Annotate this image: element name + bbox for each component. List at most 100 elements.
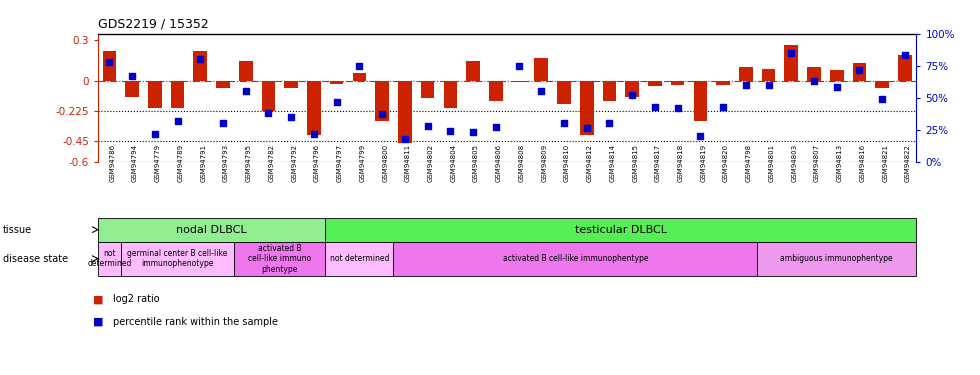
Point (874, 96, 890, 102)
Bar (280, 162, 303, 218)
Bar (257, 162, 280, 218)
Text: GSM94795: GSM94795 (246, 144, 252, 182)
Bar (234, 162, 257, 218)
Point (715, 104, 731, 110)
Text: GSM94796: GSM94796 (314, 144, 319, 182)
Bar (212, 162, 234, 218)
Bar (580, 81, 594, 135)
Text: GSM94821: GSM94821 (882, 144, 888, 182)
Bar (217, 81, 230, 88)
Point (807, 78, 822, 84)
Bar (534, 58, 548, 81)
Text: germinal center B cell-like
immunophenotype: germinal center B cell-like immunophenot… (127, 249, 227, 268)
Bar (121, 162, 143, 218)
Bar (189, 162, 212, 218)
Text: GSM94817: GSM94817 (655, 144, 661, 182)
Text: GSM94792: GSM94792 (291, 144, 297, 182)
Bar (239, 61, 253, 81)
Point (352, 63, 368, 69)
Text: GSM94812: GSM94812 (587, 144, 593, 182)
Text: GSM94814: GSM94814 (610, 144, 615, 182)
Bar (125, 81, 139, 97)
Bar (284, 81, 298, 88)
Text: GSM94803: GSM94803 (791, 144, 798, 182)
Bar (398, 81, 412, 143)
Bar (784, 45, 798, 81)
Text: GSM94800: GSM94800 (382, 144, 388, 182)
Bar (644, 162, 666, 218)
Text: disease state: disease state (3, 254, 68, 264)
Text: GSM94808: GSM94808 (518, 144, 524, 182)
Text: nodal DLBCL: nodal DLBCL (176, 225, 247, 235)
Point (329, 99, 345, 105)
Bar (416, 162, 439, 218)
Point (669, 105, 685, 111)
Bar (711, 162, 734, 218)
Bar (484, 162, 508, 218)
Bar (148, 81, 162, 108)
Point (647, 104, 662, 110)
Point (852, 67, 867, 73)
Bar (558, 81, 570, 104)
Text: tissue: tissue (3, 225, 32, 235)
Bar (716, 81, 730, 85)
Text: activated B cell-like immunophentype: activated B cell-like immunophentype (503, 254, 648, 263)
Point (760, 82, 776, 88)
Point (283, 114, 299, 120)
Text: GSM94782: GSM94782 (269, 144, 274, 182)
Bar (512, 81, 525, 82)
Bar (739, 68, 753, 81)
Bar (462, 162, 484, 218)
Bar (489, 81, 503, 101)
Point (897, 53, 912, 58)
Text: GSM94793: GSM94793 (223, 144, 229, 182)
Bar (98, 242, 121, 276)
Text: GSM94804: GSM94804 (451, 144, 457, 182)
Bar (808, 68, 821, 81)
Point (147, 130, 163, 136)
Text: GSM94815: GSM94815 (632, 144, 638, 182)
Bar (848, 162, 871, 218)
Bar (98, 217, 325, 242)
Point (602, 120, 617, 126)
Text: GSM94813: GSM94813 (837, 144, 843, 182)
Text: GSM94801: GSM94801 (768, 144, 774, 182)
Text: GSM94806: GSM94806 (496, 144, 502, 182)
Bar (262, 81, 275, 111)
Point (466, 129, 481, 135)
Bar (803, 162, 825, 218)
Text: GSM94807: GSM94807 (814, 144, 820, 182)
Bar (761, 69, 775, 81)
Point (783, 50, 799, 56)
Bar (694, 81, 708, 121)
Bar (530, 162, 553, 218)
Point (124, 73, 140, 79)
Bar (598, 162, 620, 218)
Bar (670, 81, 684, 85)
Text: activated B
cell-like immuno
phentype: activated B cell-like immuno phentype (248, 244, 312, 273)
Bar (98, 162, 121, 218)
Text: GSM94791: GSM94791 (200, 144, 206, 182)
Text: GSM94809: GSM94809 (541, 144, 547, 182)
Bar (871, 162, 894, 218)
Point (170, 118, 185, 124)
Text: not
determined: not determined (87, 249, 131, 268)
Bar (103, 51, 117, 81)
Bar (330, 81, 343, 84)
Bar (508, 162, 530, 218)
Point (533, 88, 549, 94)
Point (488, 124, 504, 130)
Text: percentile rank within the sample: percentile rank within the sample (113, 317, 277, 327)
Text: GSM94779: GSM94779 (155, 144, 161, 182)
Bar (307, 81, 320, 135)
Bar (375, 81, 389, 121)
Bar (325, 242, 394, 276)
Bar (853, 63, 866, 81)
Point (397, 136, 413, 142)
Text: ■: ■ (93, 317, 104, 327)
Text: GSM94822: GSM94822 (905, 144, 911, 182)
Bar (193, 51, 207, 81)
Point (829, 84, 845, 90)
Bar (121, 242, 234, 276)
Text: GSM94816: GSM94816 (859, 144, 865, 182)
